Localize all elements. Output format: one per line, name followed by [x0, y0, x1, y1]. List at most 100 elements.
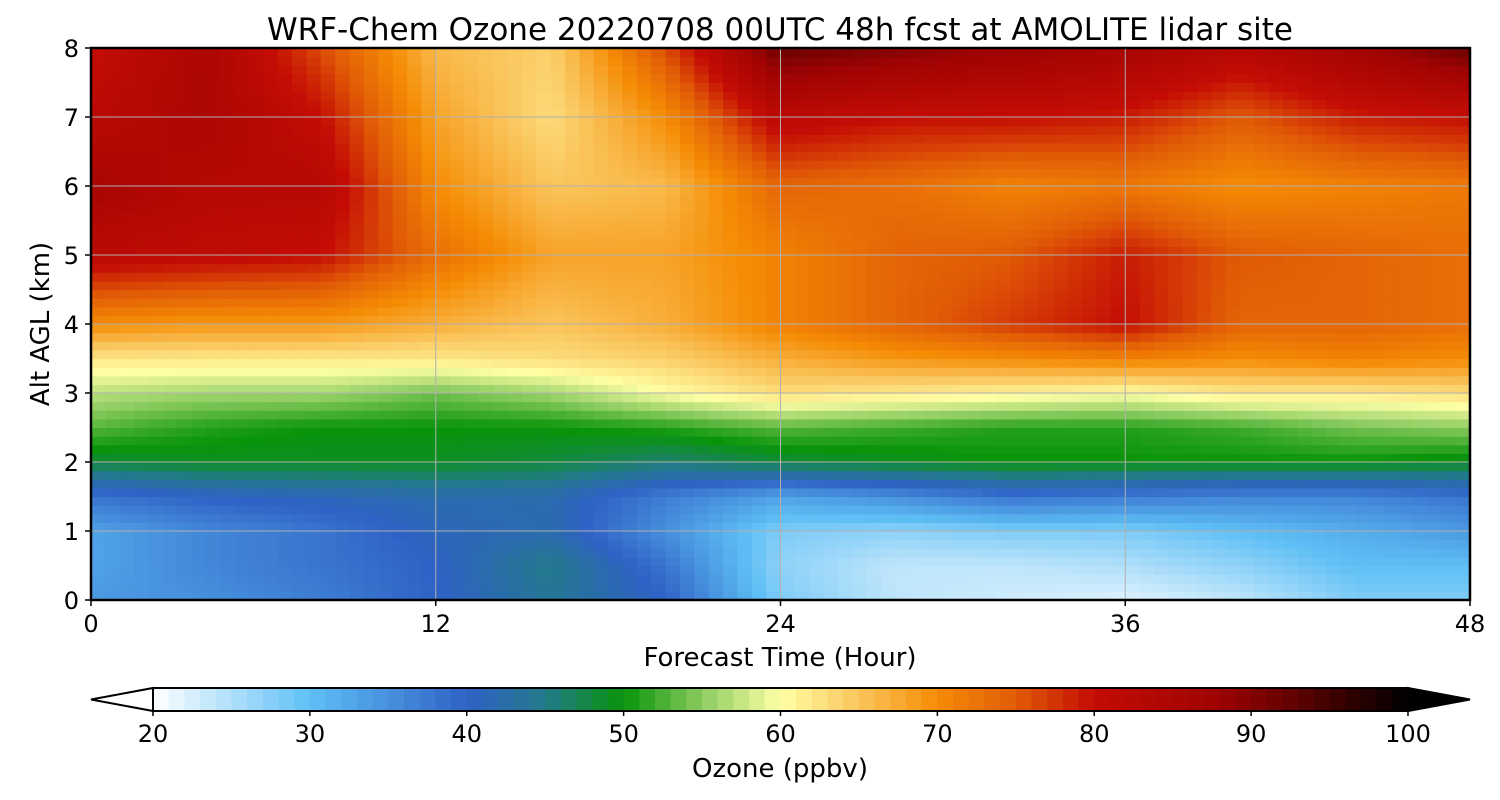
- heatmap-cell: [292, 522, 308, 532]
- heatmap-cell: [205, 237, 221, 247]
- heatmap-cell: [1297, 556, 1313, 567]
- heatmap-cell: [1024, 237, 1040, 247]
- heatmap-cell: [249, 324, 264, 334]
- heatmap-cell: [1297, 531, 1313, 541]
- heatmap-cell: [1369, 384, 1385, 394]
- heatmap-cell: [1355, 565, 1371, 575]
- heatmap-cell: [852, 444, 868, 454]
- heatmap-cell: [1182, 349, 1198, 360]
- heatmap-cell: [895, 211, 911, 222]
- heatmap-cell: [665, 280, 681, 291]
- heatmap-cell: [363, 436, 379, 446]
- heatmap-cell: [694, 444, 710, 454]
- heatmap-cell: [565, 186, 580, 196]
- heatmap-cell: [1441, 436, 1457, 446]
- heatmap-cell: [1254, 539, 1270, 549]
- heatmap-cell: [1225, 211, 1241, 222]
- heatmap-cell: [435, 401, 451, 411]
- heatmap-cell: [636, 539, 652, 549]
- heatmap-cell: [909, 496, 925, 506]
- heatmap-cell: [1168, 487, 1184, 498]
- heatmap-cell: [909, 324, 925, 334]
- heatmap-cell: [478, 531, 494, 541]
- heatmap-cell: [134, 453, 150, 463]
- heatmap-cell: [1398, 298, 1414, 308]
- heatmap-cell: [263, 160, 279, 170]
- heatmap-cell: [1082, 418, 1098, 429]
- heatmap-cell: [651, 341, 667, 351]
- heatmap-cell: [938, 306, 954, 316]
- heatmap-cell: [1355, 513, 1371, 523]
- heatmap-cell: [450, 393, 466, 403]
- heatmap-cell: [895, 384, 911, 394]
- heatmap-cell: [363, 565, 379, 575]
- heatmap-cell: [1340, 349, 1356, 360]
- heatmap-cell: [521, 418, 537, 429]
- heatmap-cell: [651, 582, 667, 592]
- heatmap-cell: [1426, 539, 1442, 549]
- heatmap-cell: [837, 401, 853, 411]
- heatmap-cell: [895, 410, 911, 420]
- heatmap-cell: [1311, 332, 1327, 342]
- heatmap-cell: [981, 229, 997, 239]
- heatmap-cell: [1067, 280, 1083, 291]
- heatmap-cell: [995, 358, 1011, 368]
- heatmap-cell: [1168, 186, 1184, 196]
- heatmap-cell: [1153, 505, 1169, 515]
- heatmap-cell: [1039, 211, 1055, 222]
- heatmap-cell: [1082, 591, 1098, 600]
- heatmap-cell: [1383, 427, 1399, 437]
- heatmap-cell: [1398, 539, 1414, 549]
- heatmap-cell: [105, 211, 121, 222]
- heatmap-cell: [852, 427, 868, 437]
- heatmap-cell: [148, 280, 164, 291]
- heatmap-cell: [536, 470, 552, 480]
- heatmap-cell: [651, 427, 667, 437]
- heatmap-cell: [1225, 160, 1241, 170]
- heatmap-cell: [780, 194, 796, 204]
- heatmap-cell: [895, 556, 911, 567]
- heatmap-cell: [823, 358, 839, 368]
- heatmap-cell: [493, 332, 509, 342]
- heatmap-cell: [981, 591, 997, 600]
- heatmap-cell: [1225, 436, 1241, 446]
- heatmap-cell: [263, 410, 279, 420]
- heatmap-cell: [220, 160, 236, 170]
- heatmap-cell: [1168, 168, 1184, 178]
- heatmap-cell: [608, 462, 624, 472]
- heatmap-cell: [1268, 272, 1284, 282]
- heatmap-cell: [981, 487, 997, 498]
- heatmap-cell: [1311, 341, 1327, 351]
- heatmap-cell: [1383, 220, 1399, 230]
- heatmap-cell: [981, 324, 997, 334]
- heatmap-cell: [1067, 306, 1083, 316]
- heatmap-cell: [220, 349, 236, 360]
- heatmap-cell: [1197, 220, 1213, 230]
- heatmap-cell: [320, 255, 336, 265]
- heatmap-cell: [1426, 272, 1442, 282]
- heatmap-cell: [292, 177, 308, 187]
- heatmap-cell: [1053, 384, 1069, 394]
- heatmap-cell: [924, 229, 940, 239]
- heatmap-cell: [909, 263, 925, 273]
- heatmap-cell: [1240, 444, 1256, 454]
- heatmap-cell: [938, 194, 954, 204]
- heatmap-cell: [292, 401, 308, 411]
- heatmap-cell: [1283, 591, 1299, 600]
- heatmap-cell: [924, 306, 940, 316]
- heatmap-cell: [550, 315, 566, 325]
- heatmap-cell: [1254, 358, 1270, 368]
- heatmap-cell: [177, 289, 193, 299]
- heatmap-cell: [924, 548, 940, 558]
- heatmap-cell: [565, 151, 580, 161]
- heatmap-cell: [435, 255, 451, 265]
- heatmap-cell: [349, 505, 365, 515]
- heatmap-cell: [177, 556, 193, 567]
- heatmap-cell: [737, 263, 753, 273]
- heatmap-cell: [1096, 470, 1112, 480]
- heatmap-cell: [162, 444, 178, 454]
- heatmap-cell: [1326, 332, 1342, 342]
- heatmap-cell: [1110, 410, 1126, 420]
- heatmap-cell: [995, 453, 1011, 463]
- heatmap-cell: [1455, 462, 1470, 472]
